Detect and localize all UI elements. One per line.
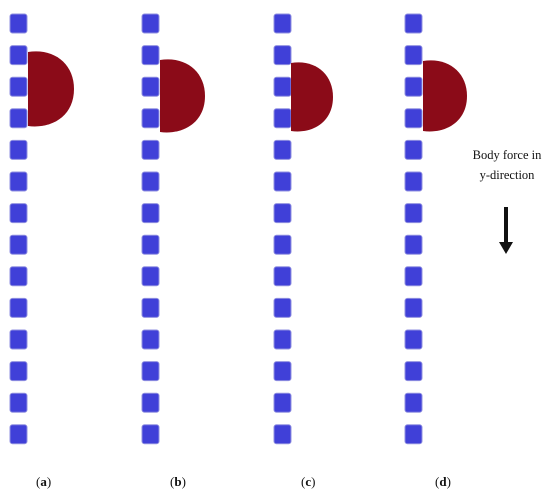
pillar-columns — [9, 13, 423, 445]
pillar — [404, 266, 423, 287]
panel-label-b: (b) — [170, 474, 186, 489]
pillar-column-b — [141, 13, 160, 445]
pillar — [9, 108, 28, 129]
droplets — [28, 51, 467, 133]
panel-label-a-letter: a — [40, 474, 47, 489]
pillar — [404, 329, 423, 350]
pillar — [9, 392, 28, 413]
pillar — [404, 139, 423, 160]
pillar — [9, 203, 28, 224]
pillar-column-d — [404, 13, 423, 445]
pillar — [273, 392, 292, 413]
pillar — [273, 45, 292, 66]
pillar — [273, 108, 292, 129]
pillar — [141, 108, 160, 129]
droplet-a — [28, 51, 74, 127]
pillar — [9, 171, 28, 192]
pillar — [404, 203, 423, 224]
pillar — [141, 392, 160, 413]
pillar — [9, 424, 28, 445]
arrow-shaft — [504, 207, 508, 244]
pillar — [9, 266, 28, 287]
pillar — [404, 297, 423, 318]
pillar — [404, 108, 423, 129]
pillar — [9, 297, 28, 318]
pillar — [404, 171, 423, 192]
pillar — [404, 392, 423, 413]
pillar — [9, 45, 28, 66]
pillar — [273, 203, 292, 224]
arrow-head — [499, 242, 513, 254]
pillar — [404, 361, 423, 382]
pillar — [404, 76, 423, 97]
pillar — [9, 361, 28, 382]
pillar — [273, 171, 292, 192]
pillar-column-c — [273, 13, 292, 445]
pillar — [404, 45, 423, 66]
pillar — [273, 13, 292, 34]
droplet-c — [291, 62, 333, 132]
pillar — [273, 329, 292, 350]
pillar — [404, 234, 423, 255]
pillar — [141, 139, 160, 160]
pillar — [141, 424, 160, 445]
pillar — [273, 76, 292, 97]
panel-label-c-letter: c — [305, 474, 312, 489]
pillar — [404, 424, 423, 445]
pillar — [141, 13, 160, 34]
pillar — [141, 76, 160, 97]
pillar — [141, 266, 160, 287]
pillar — [9, 234, 28, 255]
body-force-label-line1: Body force in — [472, 148, 542, 162]
panel-label-a: (a) — [36, 474, 52, 489]
pillar — [273, 139, 292, 160]
pillar — [141, 361, 160, 382]
panel-label-d-letter: d — [439, 474, 447, 489]
pillar — [9, 76, 28, 97]
panel-label-d: (d) — [435, 474, 451, 489]
pillar — [9, 139, 28, 160]
pillar — [273, 266, 292, 287]
down-arrow-icon — [499, 207, 513, 254]
droplet-b — [160, 59, 205, 133]
pillar — [273, 361, 292, 382]
panel-label-b-letter: b — [174, 474, 182, 489]
pillar — [141, 203, 160, 224]
pillar — [404, 13, 423, 34]
pillar — [141, 234, 160, 255]
panel-label-c: (c) — [301, 474, 316, 489]
pillar — [141, 329, 160, 350]
pillar-column-a — [9, 13, 28, 445]
pillar — [9, 329, 28, 350]
pillar — [273, 297, 292, 318]
droplet-d — [423, 60, 467, 132]
pillar — [273, 234, 292, 255]
pillar — [9, 13, 28, 34]
pillar — [273, 424, 292, 445]
pillar — [141, 171, 160, 192]
body-force-label-line2: y-direction — [479, 168, 535, 182]
pillar — [141, 297, 160, 318]
pillar — [141, 45, 160, 66]
